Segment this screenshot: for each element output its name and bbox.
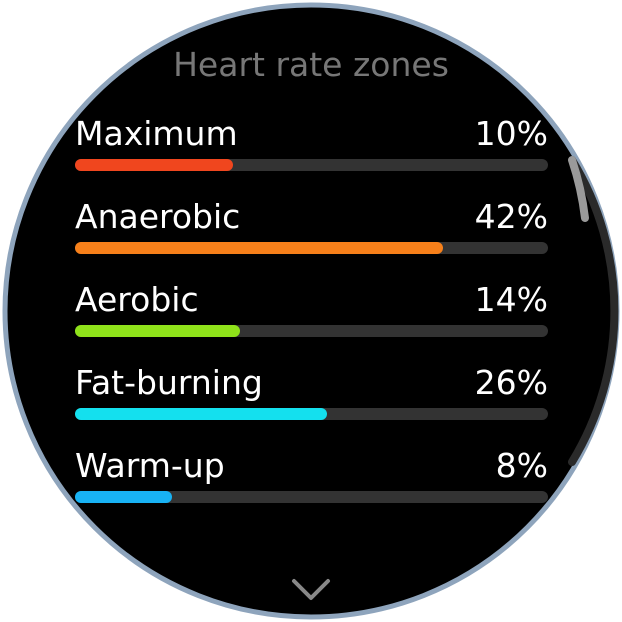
- scroll-thumb: [568, 156, 589, 222]
- scroll-down-chevron[interactable]: [292, 579, 330, 600]
- zone-percent: 14%: [475, 280, 548, 319]
- zone-bar: [75, 325, 240, 337]
- zone-bar: [75, 159, 233, 171]
- title: Heart rate zones: [173, 45, 449, 84]
- zone-bar: [75, 491, 172, 503]
- zone-bar: [75, 242, 443, 254]
- zone-bar: [75, 408, 327, 420]
- zone-name: Maximum: [75, 114, 238, 153]
- zone-name: Warm-up: [75, 446, 225, 485]
- scroll-track: [568, 156, 619, 466]
- zone-row[interactable]: Warm-up 8%: [75, 446, 548, 503]
- zone-name: Anaerobic: [75, 197, 240, 236]
- zone-row[interactable]: Fat-burning 26%: [75, 363, 548, 420]
- zone-name: Aerobic: [75, 280, 199, 319]
- zone-percent: 42%: [475, 197, 548, 236]
- zone-track: [75, 491, 548, 503]
- zone-percent: 10%: [475, 114, 548, 153]
- zone-name: Fat-burning: [75, 363, 263, 402]
- zone-row[interactable]: Maximum 10%: [75, 114, 548, 171]
- zone-row[interactable]: Aerobic 14%: [75, 280, 548, 337]
- zone-percent: 26%: [475, 363, 548, 402]
- zone-percent: 8%: [496, 446, 548, 485]
- zone-row[interactable]: Anaerobic 42%: [75, 197, 548, 254]
